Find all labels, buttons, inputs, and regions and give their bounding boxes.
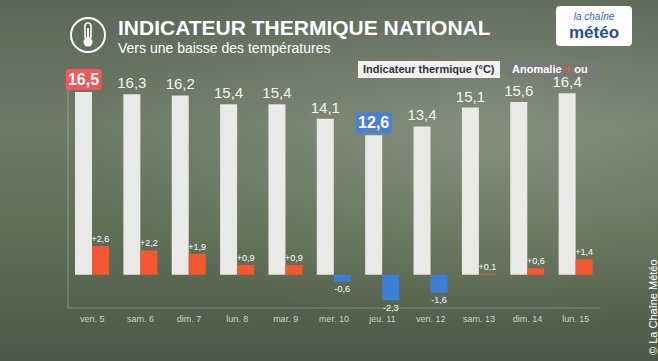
svg-text:-1,6: -1,6: [431, 295, 447, 305]
svg-text:ven. 12: ven. 12: [416, 314, 446, 324]
svg-text:dim. 14: dim. 14: [513, 314, 543, 324]
svg-text:+0,6: +0,6: [527, 256, 545, 266]
svg-text:+2,6: +2,6: [92, 234, 110, 244]
svg-text:+0,9: +0,9: [285, 253, 303, 263]
svg-text:+1,4: +1,4: [575, 247, 593, 257]
svg-text:15,6: 15,6: [504, 82, 533, 99]
svg-text:-0,6: -0,6: [335, 284, 351, 294]
svg-text:15,4: 15,4: [214, 84, 243, 101]
html-text:INDICATEUR THERMIQUE NATIONAL: INDICATEUR THERMIQUE NATIONAL: [118, 16, 491, 39]
svg-text:dim. 7: dim. 7: [177, 314, 202, 324]
svg-text:lun. 15: lun. 15: [562, 314, 589, 324]
svg-text:13,4: 13,4: [407, 106, 436, 123]
svg-text:jeu. 11: jeu. 11: [368, 314, 395, 324]
svg-text:16,5: 16,5: [68, 71, 99, 88]
svg-text:ven. 5: ven. 5: [80, 314, 105, 324]
svg-text:+0,1: +0,1: [479, 262, 497, 272]
svg-text:15,1: 15,1: [456, 88, 485, 105]
html-text:la chaîne: la chaîne: [573, 11, 615, 22]
svg-text:15,4: 15,4: [262, 84, 291, 101]
svg-text:sam. 13: sam. 13: [463, 314, 495, 324]
svg-text:14,1: 14,1: [311, 99, 340, 116]
html-text:A n o m a l i e + o u -: A n o m a l i e + o u -: [512, 63, 595, 75]
svg-text:+2,2: +2,2: [140, 238, 158, 248]
svg-text:16,3: 16,3: [117, 74, 146, 91]
html-text:© La Chaîne Météo: © La Chaîne Météo: [647, 259, 658, 355]
svg-text:16,2: 16,2: [166, 75, 195, 92]
html-text:Vers une baisse des températur: Vers une baisse des températures: [118, 40, 331, 56]
svg-text:+1,9: +1,9: [188, 242, 206, 252]
html-text:météo: météo: [569, 23, 619, 42]
svg-text:lun. 8: lun. 8: [226, 314, 248, 324]
svg-text:12,6: 12,6: [358, 114, 389, 131]
svg-text:-2,3: -2,3: [383, 303, 399, 313]
svg-text:+0,9: +0,9: [237, 253, 255, 263]
svg-text:mar. 9: mar. 9: [273, 314, 298, 324]
html-text:Indicateur thermique (°C): Indicateur thermique (°C): [363, 63, 495, 75]
svg-text:16,4: 16,4: [553, 73, 582, 90]
svg-text:mer. 10: mer. 10: [319, 314, 349, 324]
svg-text:sam. 6: sam. 6: [127, 314, 154, 324]
